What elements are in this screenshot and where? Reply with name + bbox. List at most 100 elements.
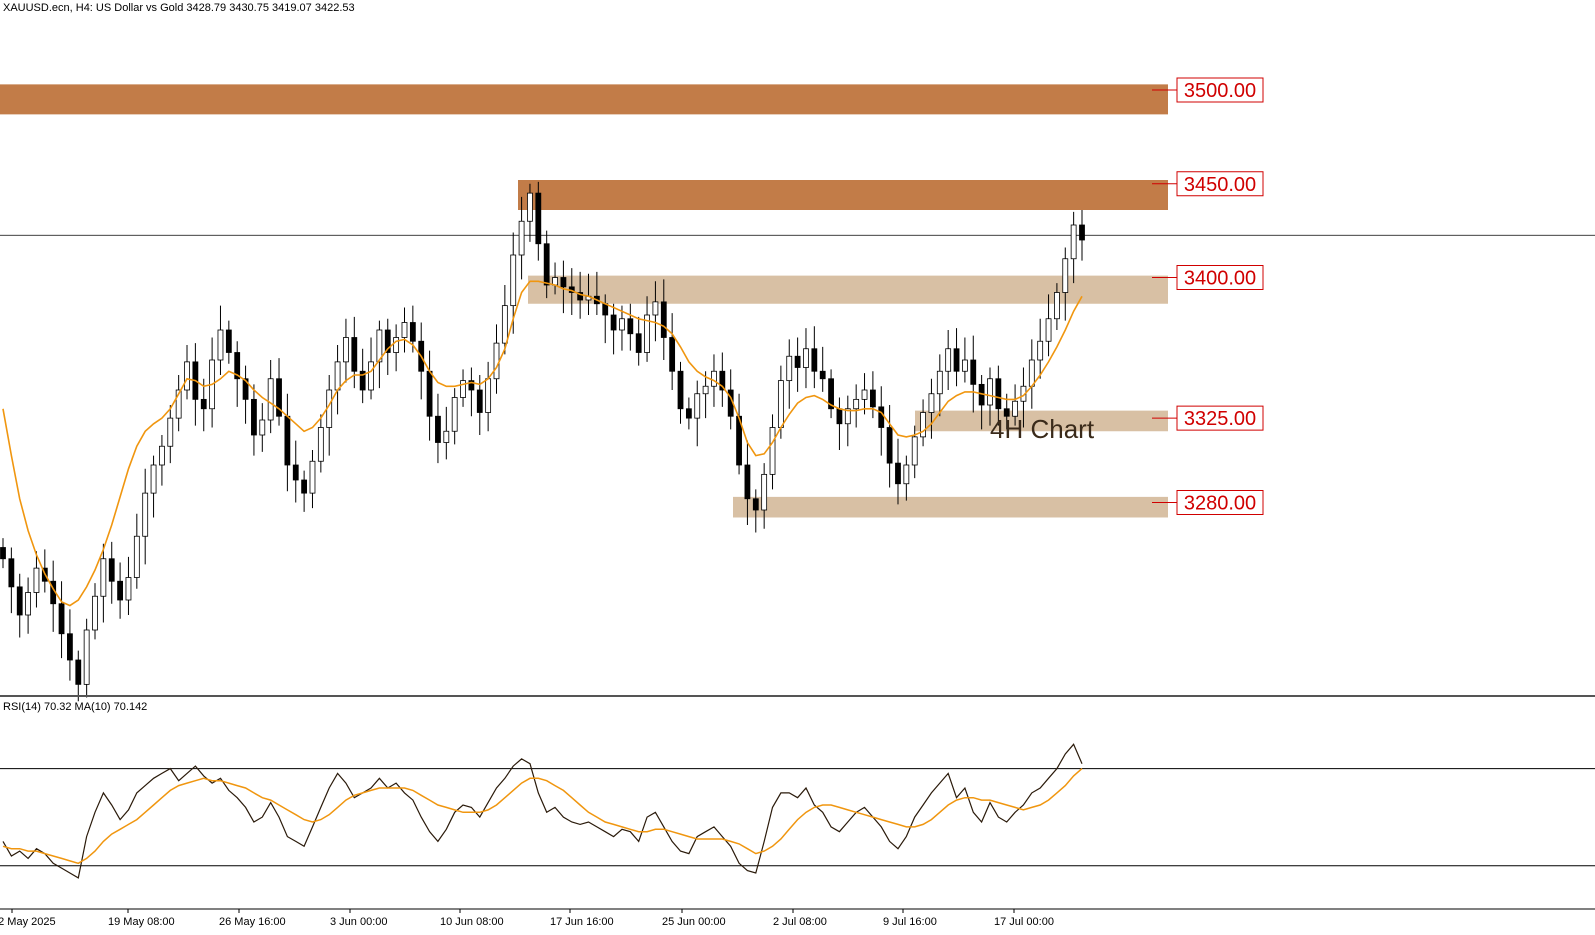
candle-42 [351,316,358,389]
candle-body [535,192,542,245]
candle-body [343,337,349,363]
candle-body [259,419,266,436]
x-tick-3: 3 Jun 00:00 [330,916,388,928]
candle-body [0,547,6,560]
candle-1 [8,547,15,614]
candle-18 [150,455,157,518]
candle-body [527,192,533,222]
zone-4 [733,496,1168,518]
candle-105 [878,386,885,456]
candle-62 [518,196,525,280]
ma-line [2,280,1083,607]
candle-body [652,301,659,316]
zone-2 [528,275,1168,304]
candle-body [685,408,692,419]
candle-126 [1054,283,1060,330]
candle-103 [861,373,868,415]
candle-44 [368,337,374,400]
candle-body [711,370,717,387]
candle-body [869,389,876,408]
candle-body [518,220,525,256]
candle-body [468,380,475,391]
candle-92 [769,414,776,490]
zone-1 [518,180,1168,210]
candle-55 [460,369,466,407]
candle-0 [0,538,6,569]
candle-body [309,460,316,494]
candle-body [786,355,793,382]
candle-4 [33,551,40,608]
candle-59 [493,324,500,394]
candle-body [819,370,826,380]
candle-body [878,406,885,428]
candle-8 [67,609,73,681]
candle-body [460,380,466,398]
candle-body [987,378,993,406]
candle-51 [426,350,433,441]
candle-101 [844,395,851,447]
candle-37 [309,450,316,509]
candle-75 [627,303,634,351]
candle-body [242,378,249,400]
x-tick-5: 17 Jun 16:00 [550,916,614,928]
candle-body [234,352,241,380]
x-tick-2: 26 May 16:00 [219,916,286,928]
symbol-header: XAUUSD.ecn, H4: US Dollar vs Gold 3428.7… [3,2,355,14]
candle-body [744,464,751,500]
candle-body [627,318,634,335]
candle-body [409,322,416,342]
candle-body [435,415,441,443]
candle-26 [217,305,224,375]
candle-body [25,592,31,616]
candle-17 [142,468,149,565]
candle-body [803,348,809,368]
candle-23 [192,343,199,426]
candle-body [267,378,274,421]
candle-129 [1079,210,1085,261]
candle-121 [1012,384,1018,426]
x-tick-6: 25 Jun 00:00 [662,916,726,928]
candle-body [953,348,960,372]
candle-78 [652,281,659,342]
candle-body [133,535,140,578]
zone-0 [0,84,1168,115]
candle-body [1012,400,1018,417]
candle-116 [970,335,977,413]
candle-body [150,464,157,494]
candle-33 [276,358,282,426]
candle-65 [543,230,550,299]
candle-48 [401,307,408,353]
candle-108 [903,455,910,501]
rsi-title: RSI(14) 70.32 MA(10) 70.142 [3,701,147,713]
candle-body [577,292,584,301]
candle-106 [886,405,893,488]
candle-body [903,464,910,485]
candle-81 [677,361,684,424]
sr-zones: 3500.00 3450.00 3400.00 3325.00 3280.00 [0,77,1264,518]
candle-body [485,378,492,413]
candles [0,181,1085,702]
candle-body [125,577,132,601]
zone-label-1: 3450.00 [1184,174,1256,196]
candle-body [476,389,483,413]
candle-97 [811,326,818,389]
x-tick-0: 12 May 2025 [0,916,56,928]
candle-118 [987,367,993,426]
candle-body [108,558,115,582]
candle-10 [83,618,90,698]
candle-body [175,389,182,419]
candle-body [1054,292,1060,320]
candle-body [426,370,433,417]
candle-98 [819,346,826,392]
candle-24 [200,378,207,432]
candle-35 [292,440,299,503]
candle-body [669,337,676,372]
candle-27 [225,320,232,364]
zone-label-box-0 [1176,77,1264,103]
rsi-series-1 [2,768,1083,865]
candle-body [1037,340,1044,361]
candle-45 [376,320,383,389]
candle-body [443,430,450,443]
candle-body [761,473,768,511]
candle-body [83,629,90,685]
